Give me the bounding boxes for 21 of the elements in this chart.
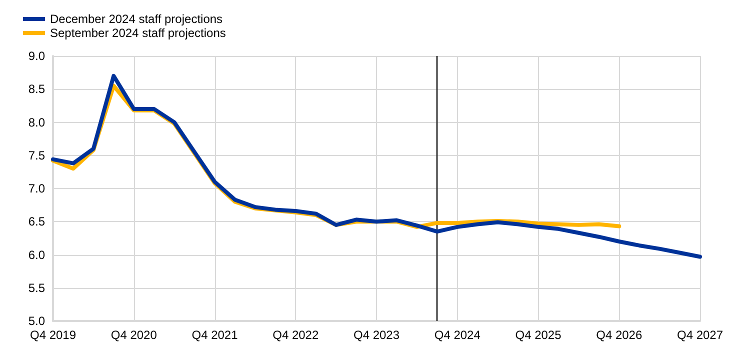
y-tick-label: 8.0 [28,115,46,130]
y-tick-label: 7.5 [28,148,46,162]
x-tick-label: Q4 2025 [515,328,562,342]
x-tick-label: Q4 2022 [272,328,319,342]
line-series [51,74,702,259]
x-tick-label: Q4 2019 [30,328,76,342]
y-tick-label: 6.0 [28,248,46,262]
y-tick-label: 5.0 [28,314,46,328]
legend-label: December 2024 staff projections [50,12,223,26]
x-tick-label: Q4 2026 [596,328,642,342]
x-tick-label: Q4 2023 [353,328,400,342]
x-tick-label: Q4 2027 [676,328,724,342]
x-tick-label: Q4 2024 [434,328,481,342]
y-tick-label: 8.5 [28,82,46,96]
legend-label: September 2024 staff projections [50,26,226,40]
x-tick-label: Q4 2021 [192,328,238,342]
y-tick-label: 5.5 [28,280,46,295]
x-tick-label: Q4 2020 [110,328,158,342]
y-tick-label: 9.0 [28,49,46,63]
y-tick-label: 7.0 [28,182,46,196]
y-tick-label: 6.5 [28,214,46,229]
